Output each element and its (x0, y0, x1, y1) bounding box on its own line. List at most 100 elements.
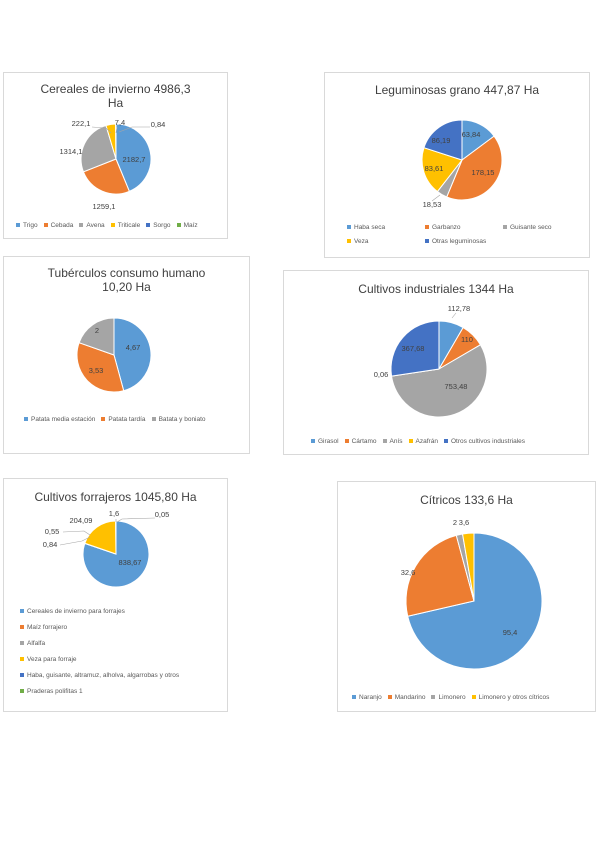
data-label: 4,67 (126, 343, 141, 352)
data-label: 3,6 (459, 518, 469, 527)
legend-swatch (110, 223, 115, 228)
legend-label: Maíz forrajero (27, 624, 68, 631)
data-label: 7,4 (115, 118, 125, 127)
legend-label: Haba seca (354, 224, 386, 231)
legend-label: Maíz (183, 222, 198, 229)
pie-chart-tuberculos: 4,67 3,53 2 (76, 317, 152, 393)
legend-label: Limonero y otros cítricos (478, 694, 550, 701)
legend-item: Haba seca (347, 223, 425, 233)
legend-label: Batata y boniato (158, 416, 206, 423)
legend-item: Veza para forraje (20, 655, 228, 665)
chart-panel-cereales: Cereales de invierno 4986,3 Ha 2182,7 125… (3, 72, 228, 239)
pie-slice-veza (421, 147, 463, 193)
chart-legend: Patata media estación Patata tardía Batata… (24, 415, 244, 425)
legend-item: Cebada (43, 221, 74, 231)
pie-chart-industriales: 112,78 110 753,48 0,06 367,68 (374, 304, 488, 418)
data-label: 0,05 (155, 510, 170, 519)
legend-swatch (382, 439, 387, 444)
chart-panel-leguminosas: Leguminosas grano 447,87 Ha 63,84 178,15 1… (324, 72, 590, 258)
leader-line (116, 517, 156, 523)
data-label: 112,78 (448, 304, 470, 313)
chart-legend: Girasol Cártamo Anís Azafrán Otros cultivos … (311, 437, 589, 447)
chart-title: Cítricos 133,6 Ha (338, 493, 595, 507)
leader-line (62, 530, 91, 536)
chart-panel-tuberculos: Tubérculos consumo humano 10,20 Ha 4,67 3… (3, 256, 250, 454)
legend-label: Cártamo (351, 438, 377, 445)
legend-item: Maíz forrajero (20, 623, 228, 633)
legend-swatch (503, 225, 507, 230)
data-label: 753,48 (445, 382, 468, 391)
data-label: 178,15 (472, 168, 495, 177)
legend-item: Trigo (16, 221, 38, 231)
data-label: 1259,1 (93, 202, 116, 211)
legend-item: Limonero y otros cítricos (471, 693, 550, 703)
legend-swatch (347, 239, 351, 244)
legend-item: Alfalfa (20, 639, 228, 649)
legend-label: Limonero (438, 694, 466, 701)
legend-item: Anís (382, 437, 403, 447)
legend-item: Maíz (176, 221, 198, 231)
legend-swatch (344, 439, 349, 444)
pie-slice-trigo (115, 123, 152, 193)
legend-swatch (311, 439, 315, 444)
legend-label: Alfalfa (27, 640, 46, 647)
chart-title-line-1: Cítricos 133,6 Ha (420, 493, 513, 507)
legend-item: Batata y boniato (151, 415, 206, 425)
legend-item: Otros cultivos industriales (443, 437, 526, 447)
legend-swatch (20, 641, 24, 646)
legend-label: Garbanzo (432, 224, 461, 231)
legend-item: Limonero (431, 693, 466, 703)
legend-item: Avena (79, 221, 105, 231)
data-label: 110 (461, 335, 473, 344)
legend-swatch (20, 673, 24, 678)
legend-item: Sorgo (146, 221, 171, 231)
data-label: 0,06 (374, 370, 389, 379)
chart-title-line-2: Ha (107, 96, 124, 110)
legend-swatch (443, 439, 448, 444)
pie-chart-forrajeros: 838,67 0,84 0,55 204,09 1,6 0,05 (43, 509, 170, 588)
chart-title-line-2: 10,20 Ha (102, 280, 151, 294)
legend-item: Azafrán (408, 437, 438, 447)
data-label: 2 (95, 326, 99, 335)
pie-slice-garbanzo (446, 135, 503, 201)
data-label: 95,4 (503, 628, 518, 637)
legend-swatch (79, 223, 84, 228)
legend-label: Mandarino (394, 694, 426, 701)
legend-label: Otros cultivos industriales (450, 438, 526, 445)
legend-label: Naranjo (359, 694, 382, 701)
legend-swatch (431, 695, 436, 700)
chart-title-line-1: Tubérculos consumo humano (47, 266, 206, 280)
chart-panel-citricos: Cítricos 133,6 Ha 95,4 32,6 2 3,6 Naranjo Ma… (337, 481, 596, 712)
legend-item: Veza (347, 237, 425, 247)
legend-item: Haba, guisante, altramuz, alholva, algar… (20, 671, 228, 681)
legend-swatch (352, 695, 356, 700)
legend-label: Praderas polifitas 1 (27, 688, 83, 695)
leader-line (451, 312, 457, 319)
legend-swatch (387, 695, 392, 700)
pie-chart-citricos: 95,4 32,6 2 3,6 (401, 518, 543, 670)
data-label: 0,84 (151, 120, 166, 129)
pie-slice-otras-leguminosas (423, 119, 463, 161)
legend-swatch (16, 223, 20, 228)
data-label: 83,61 (425, 164, 444, 173)
legend-swatch (101, 417, 106, 422)
chart-title-line-1: Cereales de invierno 4986,3 (40, 82, 191, 96)
legend-item: Mandarino (387, 693, 426, 703)
legend-swatch (146, 223, 151, 228)
legend-swatch (20, 609, 24, 614)
legend-label: Triticale (117, 222, 141, 229)
legend-label: Cebada (50, 222, 74, 229)
pie-slice-avena (80, 124, 117, 173)
legend-item: Patata tardía (101, 415, 146, 425)
data-label: 63,84 (462, 130, 481, 139)
chart-panel-industriales: Cultivos industriales 1344 Ha 112,78 110 7… (283, 270, 589, 455)
leader-line (115, 126, 118, 134)
data-label: 1314,1 (60, 147, 83, 156)
data-label: 86,19 (432, 136, 451, 145)
pie-slice-naranjo (407, 532, 543, 670)
data-label: 2182,7 (123, 155, 146, 164)
legend-label: Patata tardía (108, 416, 146, 423)
legend-label: Cereales de invierno para forrajes (27, 608, 125, 615)
leader-line (118, 126, 150, 133)
legend-label: Girasol (318, 438, 339, 445)
